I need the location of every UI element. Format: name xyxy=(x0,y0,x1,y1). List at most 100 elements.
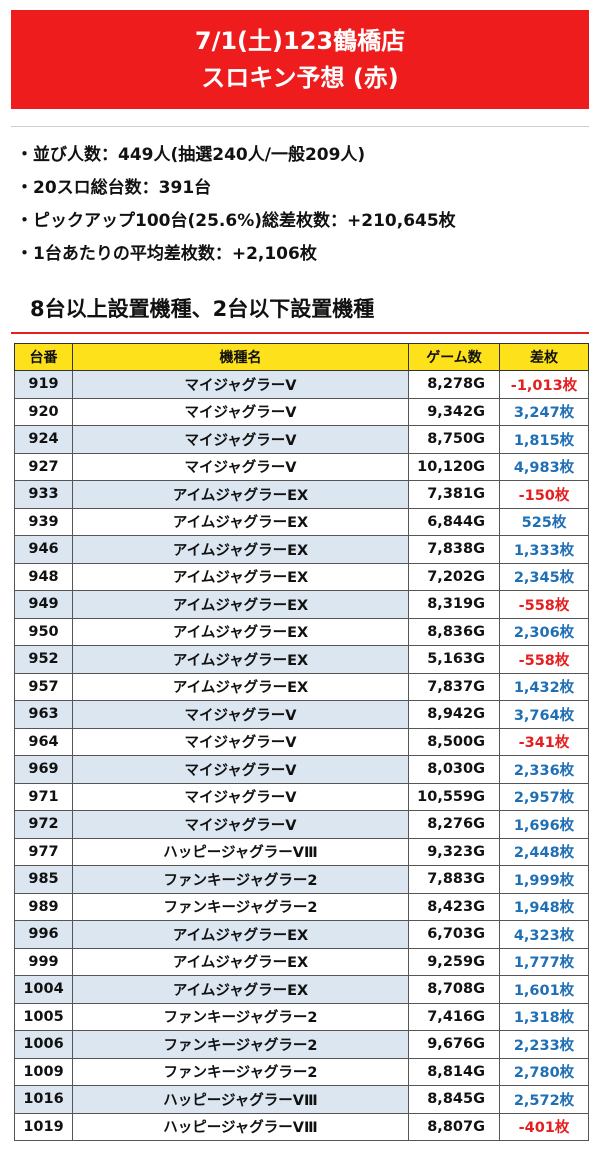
banner-subtitle: スロキン予想 (赤) xyxy=(201,63,399,92)
cell-machine-number: 971 xyxy=(14,782,73,811)
table-row: 969 マイジャグラーV 8,030G 2,336枚 xyxy=(14,755,589,784)
cell-machine-number: 1016 xyxy=(14,1085,73,1114)
cell-difference: 1,815枚 xyxy=(499,425,589,454)
table-row: 985 ファンキージャグラー2 7,883G 1,999枚 xyxy=(14,865,589,894)
cell-difference: 1,432枚 xyxy=(499,672,589,701)
cell-difference: 1,696枚 xyxy=(499,810,589,839)
cell-machine-number: 939 xyxy=(14,507,73,536)
cell-machine-name: マイジャグラーV xyxy=(72,397,409,426)
cell-difference: -401枚 xyxy=(499,1112,589,1141)
cell-difference: 1,601枚 xyxy=(499,975,589,1004)
cell-machine-number: 952 xyxy=(14,645,73,674)
cell-machine-number: 964 xyxy=(14,727,73,756)
cell-games: 8,750G xyxy=(408,425,500,454)
cell-difference: -558枚 xyxy=(499,645,589,674)
cell-machine-number: 963 xyxy=(14,700,73,729)
cell-machine-number: 957 xyxy=(14,672,73,701)
cell-machine-name: ファンキージャグラー2 xyxy=(72,1030,409,1059)
cell-machine-number: 1004 xyxy=(14,975,73,1004)
cell-machine-name: アイムジャグラーEX xyxy=(72,617,409,646)
cell-games: 7,381G xyxy=(408,480,500,509)
cell-machine-name: マイジャグラーV xyxy=(72,727,409,756)
table-row: 1009 ファンキージャグラー2 8,814G 2,780枚 xyxy=(14,1057,589,1086)
cell-difference: -150枚 xyxy=(499,480,589,509)
cell-difference: 3,764枚 xyxy=(499,700,589,729)
cell-games: 6,703G xyxy=(408,920,500,949)
table-row: 920 マイジャグラーV 9,342G 3,247枚 xyxy=(14,397,589,426)
cell-games: 8,814G xyxy=(408,1057,500,1086)
cell-machine-name: アイムジャグラーEX xyxy=(72,507,409,536)
cell-games: 8,836G xyxy=(408,617,500,646)
table-row: 1006 ファンキージャグラー2 9,676G 2,233枚 xyxy=(14,1030,589,1059)
cell-games: 10,559G xyxy=(408,782,500,811)
table-row: 971 マイジャグラーV 10,559G 2,957枚 xyxy=(14,782,589,811)
cell-games: 5,163G xyxy=(408,645,500,674)
cell-difference: -341枚 xyxy=(499,727,589,756)
cell-games: 8,319G xyxy=(408,590,500,619)
cell-machine-number: 1019 xyxy=(14,1112,73,1141)
cell-difference: -1,013枚 xyxy=(499,370,589,399)
cell-games: 9,259G xyxy=(408,947,500,976)
cell-games: 7,416G xyxy=(408,1002,500,1031)
table-row: 989 ファンキージャグラー2 8,423G 1,948枚 xyxy=(14,892,589,921)
cell-machine-name: アイムジャグラーEX xyxy=(72,947,409,976)
cell-games: 7,202G xyxy=(408,562,500,591)
cell-games: 7,838G xyxy=(408,535,500,564)
title-banner: 7/1(土)123鶴橋店 スロキン予想 (赤) xyxy=(11,10,589,109)
cell-machine-name: アイムジャグラーEX xyxy=(72,672,409,701)
table-row: 963 マイジャグラーV 8,942G 3,764枚 xyxy=(14,700,589,729)
header-difference: 差枚 xyxy=(499,343,589,371)
summary-pickup-total: ・ピックアップ100台(25.6%)総差枚数：+210,645枚 xyxy=(16,211,456,231)
cell-difference: 2,448枚 xyxy=(499,837,589,866)
cell-machine-number: 977 xyxy=(14,837,73,866)
cell-machine-number: 924 xyxy=(14,425,73,454)
cell-machine-name: ファンキージャグラー2 xyxy=(72,892,409,921)
cell-difference: 3,247枚 xyxy=(499,397,589,426)
cell-difference: 1,333枚 xyxy=(499,535,589,564)
cell-machine-name: ハッピージャグラーVⅢ xyxy=(72,837,409,866)
summary-queue: ・並び人数：449人(抽選240人/一般209人) xyxy=(16,145,366,165)
cell-games: 9,323G xyxy=(408,837,500,866)
cell-machine-name: アイムジャグラーEX xyxy=(72,920,409,949)
cell-machine-number: 985 xyxy=(14,865,73,894)
banner-title: 7/1(土)123鶴橋店 xyxy=(194,26,406,55)
header-machine-number: 台番 xyxy=(14,343,73,371)
table-row: 950 アイムジャグラーEX 8,836G 2,306枚 xyxy=(14,617,589,646)
cell-difference: 2,572枚 xyxy=(499,1085,589,1114)
table-row: 939 アイムジャグラーEX 6,844G 525枚 xyxy=(14,507,589,536)
cell-machine-name: マイジャグラーV xyxy=(72,755,409,784)
table-header-row: 台番 機種名 ゲーム数 差枚 xyxy=(14,343,589,371)
table-row: 1004 アイムジャグラーEX 8,708G 1,601枚 xyxy=(14,975,589,1004)
section-underline xyxy=(11,332,589,334)
cell-difference: 4,983枚 xyxy=(499,452,589,481)
cell-difference: 4,323枚 xyxy=(499,920,589,949)
cell-games: 8,845G xyxy=(408,1085,500,1114)
cell-games: 10,120G xyxy=(408,452,500,481)
cell-games: 8,708G xyxy=(408,975,500,1004)
divider xyxy=(11,126,589,127)
table-row: 1005 ファンキージャグラー2 7,416G 1,318枚 xyxy=(14,1002,589,1031)
cell-machine-name: アイムジャグラーEX xyxy=(72,590,409,619)
cell-difference: 525枚 xyxy=(499,507,589,536)
section-title: 8台以上設置機種、2台以下設置機種 xyxy=(30,297,375,321)
cell-games: 7,837G xyxy=(408,672,500,701)
table-row: 949 アイムジャグラーEX 8,319G -558枚 xyxy=(14,590,589,619)
cell-machine-number: 946 xyxy=(14,535,73,564)
cell-games: 9,342G xyxy=(408,397,500,426)
summary-average: ・1台あたりの平均差枚数：+2,106枚 xyxy=(16,244,317,264)
table-row: 919 マイジャグラーV 8,278G -1,013枚 xyxy=(14,370,589,399)
cell-machine-name: ハッピージャグラーVⅢ xyxy=(72,1112,409,1141)
cell-machine-number: 949 xyxy=(14,590,73,619)
cell-difference: 2,336枚 xyxy=(499,755,589,784)
summary-total-machines: ・20スロ総台数：391台 xyxy=(16,178,212,198)
machine-table: 台番 機種名 ゲーム数 差枚 919 マイジャグラーV 8,278G -1,013枚 9… xyxy=(14,343,589,1141)
cell-difference: -558枚 xyxy=(499,590,589,619)
cell-games: 8,030G xyxy=(408,755,500,784)
table-row: 924 マイジャグラーV 8,750G 1,815枚 xyxy=(14,425,589,454)
cell-machine-name: マイジャグラーV xyxy=(72,425,409,454)
cell-games: 8,942G xyxy=(408,700,500,729)
cell-machine-name: アイムジャグラーEX xyxy=(72,535,409,564)
cell-machine-name: マイジャグラーV xyxy=(72,452,409,481)
cell-machine-number: 1009 xyxy=(14,1057,73,1086)
cell-games: 8,423G xyxy=(408,892,500,921)
